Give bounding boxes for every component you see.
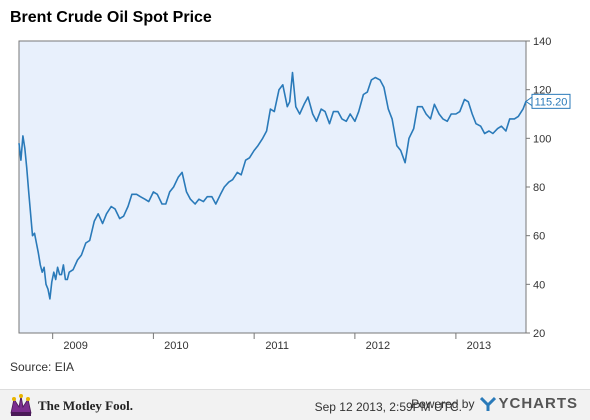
plot-area bbox=[18, 40, 527, 334]
ycharts-y-icon bbox=[480, 396, 497, 411]
x-tick-label: 2012 bbox=[366, 340, 390, 352]
chart-title: Brent Crude Oil Spot Price bbox=[10, 9, 212, 26]
motley-fool-text: The Motley Fool. bbox=[38, 398, 133, 413]
x-tick-label: 2009 bbox=[63, 340, 87, 352]
x-tick-label: 2013 bbox=[467, 340, 491, 352]
ycharts-logo[interactable]: Powered by YCHARTS bbox=[411, 395, 578, 412]
motley-fool-logo[interactable]: The Motley Fool. bbox=[8, 393, 133, 419]
last-value-text: 115.20 bbox=[535, 96, 568, 108]
y-tick-label: 120 bbox=[533, 85, 551, 97]
jester-hat-icon bbox=[10, 394, 32, 416]
ycharts-text: YCHARTS bbox=[498, 395, 578, 412]
y-tick-label: 140 bbox=[533, 36, 551, 48]
footer-bar: The Motley Fool. Sep 12 2013, 2:59PM UTC… bbox=[0, 389, 590, 420]
y-axis: 20 40 60 80 100 120 140 bbox=[526, 36, 551, 340]
x-tick-label: 2011 bbox=[265, 340, 289, 352]
series-line bbox=[18, 71, 527, 300]
timestamp: Sep 12 2013, 2:59PM UTC. bbox=[314, 400, 462, 414]
last-value-box bbox=[531, 93, 571, 109]
x-tick-label: 2010 bbox=[164, 340, 188, 352]
y-tick-label: 20 bbox=[533, 328, 545, 340]
y-tick-label: 80 bbox=[533, 182, 545, 194]
y-tick-label: 100 bbox=[533, 133, 551, 145]
powered-by-text: Powered by bbox=[411, 396, 475, 411]
y-tick-label: 60 bbox=[533, 231, 545, 243]
source-text: Source: EIA bbox=[10, 360, 75, 374]
last-value-label: 115.20 bbox=[525, 93, 571, 109]
y-tick-label: 40 bbox=[533, 279, 545, 291]
x-axis: 2009 2010 2011 2012 2013 bbox=[52, 333, 491, 352]
